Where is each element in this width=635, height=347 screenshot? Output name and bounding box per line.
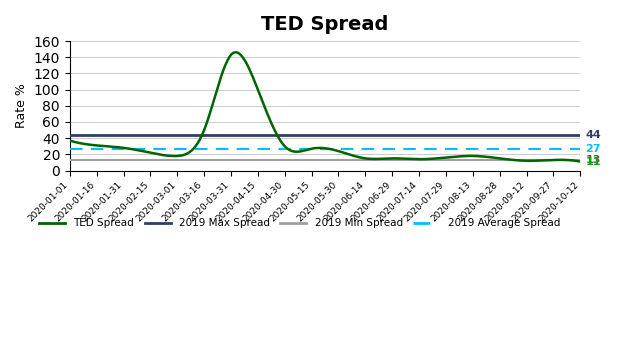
Y-axis label: Rate %: Rate % [15,83,28,128]
Text: 11: 11 [585,156,601,167]
Legend: TED Spread, 2019 Max Spread, 2019 Min Spread, 2019 Average Spread: TED Spread, 2019 Max Spread, 2019 Min Sp… [35,214,564,232]
Text: 13: 13 [585,155,601,165]
Text: 27: 27 [585,144,601,154]
Text: 44: 44 [585,130,601,140]
Title: TED Spread: TED Spread [262,15,389,34]
